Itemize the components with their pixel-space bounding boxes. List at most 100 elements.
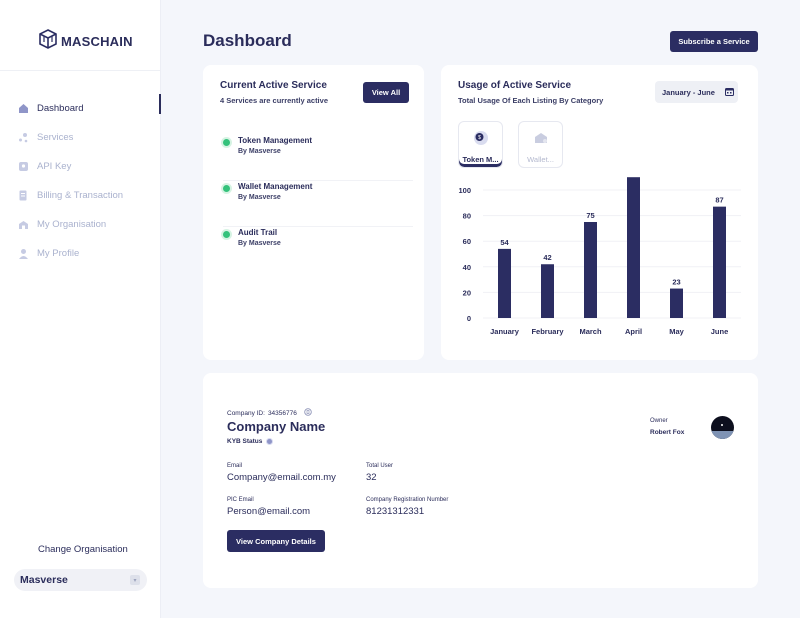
tab-wallet-management[interactable]: Wallet... <box>518 121 563 168</box>
kyb-status-label: KYB Status <box>227 438 263 445</box>
service-provider: By Masverse <box>238 240 281 247</box>
subscribe-service-button[interactable]: Subscribe a Service <box>670 31 758 52</box>
usage-bar-chart: 02040608010054January42February75March11… <box>458 175 741 336</box>
sidebar-item-label: API Key <box>37 161 72 172</box>
sidebar: MASCHAIN Dashboard Services API Key Bil <box>0 0 161 618</box>
svg-text:$: $ <box>478 135 481 141</box>
active-service-subtitle: 4 Services are currently active <box>220 96 328 105</box>
email-field: Email Company@email.com.my <box>227 463 336 483</box>
wallet-icon <box>533 130 549 151</box>
usage-card: Usage of Active Service Total Usage Of E… <box>441 65 758 360</box>
change-organisation-link[interactable]: Change Organisation <box>38 544 128 555</box>
company-card: Company ID: 34356776 Company Name KYB St… <box>203 373 758 588</box>
service-name: Audit Trail <box>238 228 278 237</box>
active-status-icon <box>223 139 230 146</box>
pic-email-field: PIC Email Person@email.com <box>227 497 310 517</box>
data-label: 23 <box>672 278 680 287</box>
brand-logo[interactable]: MASCHAIN <box>39 29 133 54</box>
sidebar-item-dashboard[interactable]: Dashboard <box>18 94 161 123</box>
company-name: Company Name <box>227 419 326 434</box>
sidebar-item-label: My Organisation <box>37 219 107 230</box>
company-id: Company ID: 34356776 <box>227 408 312 418</box>
sidebar-item-services[interactable]: Services <box>18 123 161 152</box>
y-tick-label: 40 <box>463 263 471 272</box>
chevron-down-icon: ▾ <box>130 575 140 585</box>
x-tick-label: June <box>711 327 729 336</box>
sidebar-item-label: Services <box>37 132 74 143</box>
owner-name: Robert Fox <box>650 429 685 436</box>
service-list: Token Management By Masverse Wallet Mana… <box>223 135 413 273</box>
list-item[interactable]: Audit Trail By Masverse <box>223 227 413 273</box>
data-label: 75 <box>586 211 594 220</box>
bar[interactable] <box>541 264 554 318</box>
bar[interactable] <box>713 206 726 318</box>
data-label: 42 <box>543 253 551 262</box>
bar[interactable] <box>670 288 683 318</box>
profile-icon <box>18 248 29 259</box>
owner-label: Owner <box>650 418 668 424</box>
x-tick-label: April <box>625 327 642 336</box>
active-status-icon <box>223 185 230 192</box>
home-icon <box>18 103 29 114</box>
data-label: 87 <box>715 196 723 205</box>
field-label: PIC Email <box>227 497 254 503</box>
sidebar-nav: Dashboard Services API Key Billing & Tra… <box>18 94 161 268</box>
company-id-label: Company ID: <box>227 409 265 417</box>
sidebar-item-label: Billing & Transaction <box>37 190 124 201</box>
organisation-select[interactable]: Masverse ▾ <box>14 569 147 591</box>
field-label: Company Registration Number <box>366 497 449 503</box>
y-tick-label: 80 <box>463 212 471 221</box>
x-tick-label: May <box>669 327 684 336</box>
sidebar-item-billing[interactable]: Billing & Transaction <box>18 181 161 210</box>
field-value: 81231312331 <box>366 506 425 517</box>
tab-token-management[interactable]: $ Token M... <box>458 121 503 168</box>
key-icon <box>18 161 29 172</box>
view-all-button[interactable]: View All <box>363 82 409 103</box>
y-tick-label: 0 <box>467 314 471 323</box>
y-tick-label: 60 <box>463 237 471 246</box>
x-tick-label: February <box>531 327 564 336</box>
data-label: 54 <box>500 238 509 247</box>
company-id-value: 34356776 <box>267 409 297 417</box>
page-title: Dashboard <box>203 31 292 50</box>
sidebar-item-api-key[interactable]: API Key <box>18 152 161 181</box>
date-range-select[interactable]: January - June <box>655 81 738 103</box>
organisation-select-value: Masverse <box>20 574 68 586</box>
y-tick-label: 20 <box>463 288 471 297</box>
service-provider: By Masverse <box>238 148 281 155</box>
field-value: Company@email.com.my <box>227 472 336 483</box>
bar[interactable] <box>584 222 597 318</box>
sidebar-item-organisation[interactable]: My Organisation <box>18 210 161 239</box>
field-label: Total User <box>366 463 394 469</box>
calendar-icon <box>724 87 734 98</box>
service-provider: By Masverse <box>238 194 281 201</box>
y-tick-label: 100 <box>458 186 471 195</box>
active-service-card: Current Active Service 4 Services are cu… <box>203 65 424 360</box>
list-item[interactable]: Token Management By Masverse <box>223 135 413 181</box>
date-range-value: January - June <box>662 87 715 97</box>
bar[interactable] <box>498 248 511 318</box>
sidebar-item-label: Dashboard <box>37 103 84 114</box>
bar[interactable] <box>627 177 640 318</box>
registration-number-field: Company Registration Number 81231312331 <box>366 497 448 517</box>
kyb-status: KYB Status <box>227 438 274 445</box>
sidebar-divider <box>0 70 160 71</box>
billing-icon <box>18 190 29 201</box>
organisation-icon <box>18 219 29 230</box>
view-company-details-button[interactable]: View Company Details <box>227 530 325 552</box>
total-user-field: Total User 32 <box>366 463 393 483</box>
token-icon: $ <box>473 130 489 151</box>
usage-title: Usage of Active Service <box>458 80 572 91</box>
active-service-title: Current Active Service <box>220 80 327 91</box>
tile-label: Wallet... <box>527 155 554 164</box>
kyb-status-icon <box>266 438 274 445</box>
avatar[interactable] <box>711 416 734 439</box>
list-item[interactable]: Wallet Management By Masverse <box>223 181 413 227</box>
copy-icon[interactable] <box>304 408 312 418</box>
sidebar-item-profile[interactable]: My Profile <box>18 239 161 268</box>
service-name: Wallet Management <box>238 182 313 191</box>
brand-name: MASCHAIN <box>61 34 133 49</box>
tile-label: Token M... <box>462 155 499 164</box>
services-icon <box>18 132 29 143</box>
service-name: Token Management <box>238 136 313 145</box>
